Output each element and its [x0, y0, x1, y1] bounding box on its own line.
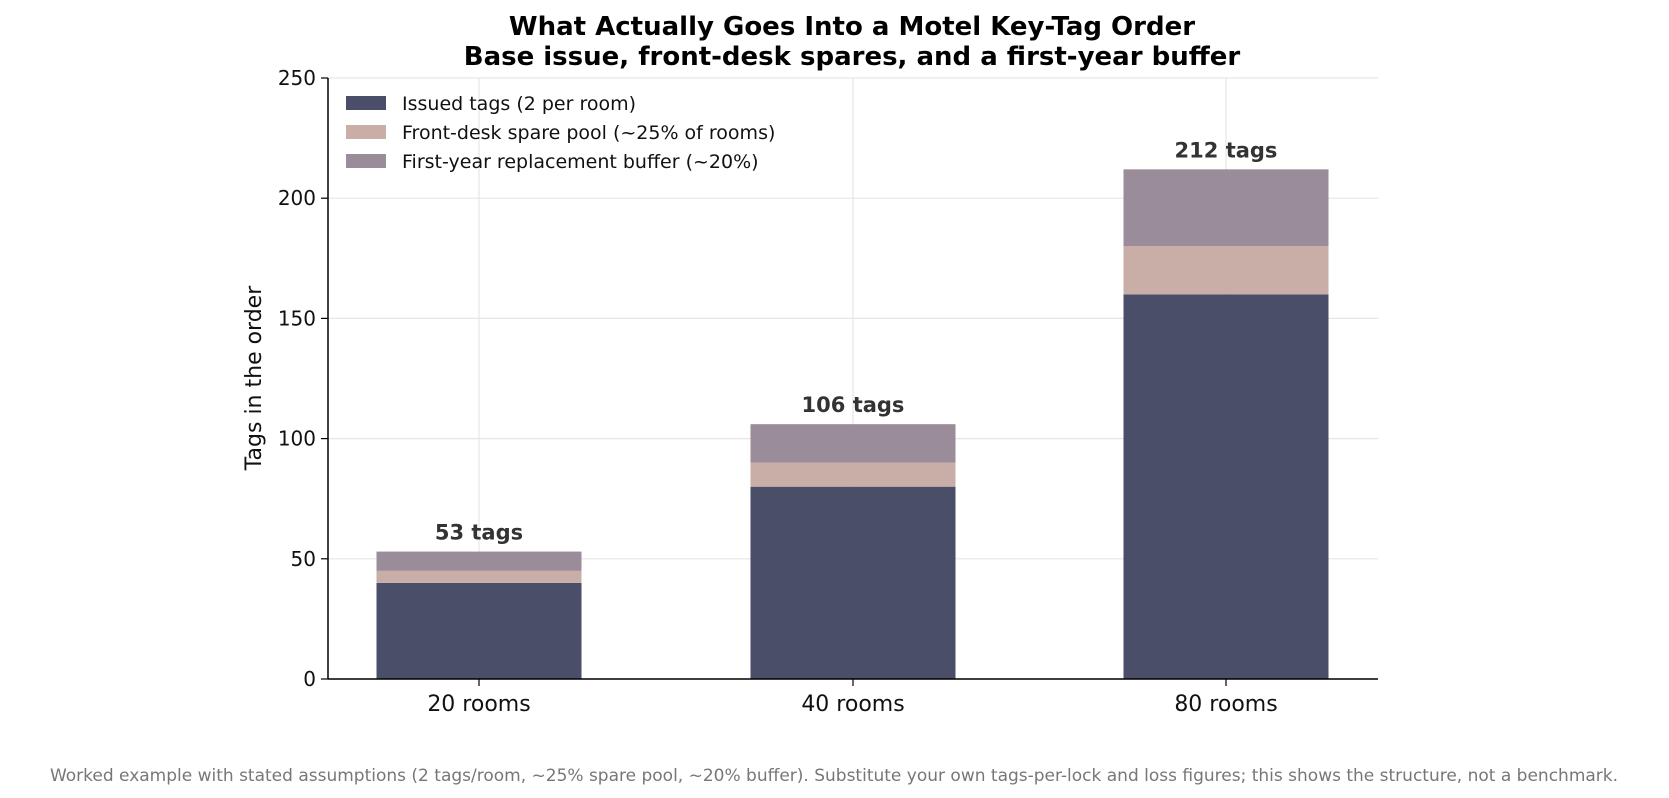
x-tick-label: 40 rooms	[801, 692, 904, 717]
bar-segment	[750, 462, 956, 487]
bar-total-label: 53 tags	[435, 521, 523, 545]
bar-segment	[376, 570, 582, 583]
bar-segment	[1123, 294, 1329, 679]
legend-swatch	[346, 154, 386, 168]
legend-label: Front-desk spare pool (~25% of rooms)	[402, 122, 775, 144]
y-tick-label: 200	[278, 186, 316, 210]
bar-segment	[750, 486, 956, 679]
y-axis-title: Tags in the order	[242, 285, 267, 471]
bar-total-label: 106 tags	[802, 393, 905, 417]
bar-segment	[750, 424, 956, 463]
total-labels: 53 tags 106 tags 212 tags	[435, 138, 1278, 544]
y-tick-label: 150	[278, 306, 316, 330]
legend-label: Issued tags (2 per room)	[402, 93, 636, 115]
x-tick-label: 20 rooms	[427, 692, 530, 717]
legend: Issued tags (2 per room) Front-desk spare…	[346, 93, 775, 173]
legend-label: First-year replacement buffer (~20%)	[402, 151, 759, 173]
bar-segment	[1123, 246, 1329, 295]
legend-swatch	[346, 125, 386, 139]
y-tick-label: 50	[291, 547, 316, 571]
axes: 0 50 100 150 200 250 20 rooms 40 rooms 80 rooms	[278, 66, 1378, 717]
bar-segment	[376, 582, 582, 679]
legend-swatch	[346, 96, 386, 110]
bars	[376, 169, 1329, 679]
chart-title: What Actually Goes Into a Motel Key-Tag …	[509, 12, 1195, 42]
footnote: Worked example with stated assumptions (…	[50, 766, 1618, 786]
chart-subtitle: Base issue, front-desk spares, and a fir…	[464, 42, 1241, 72]
y-tick-label: 0	[303, 667, 316, 691]
bar-segment	[1123, 169, 1329, 247]
y-tick-label: 100	[278, 427, 316, 451]
bar-total-label: 212 tags	[1175, 138, 1278, 162]
y-tick-label: 250	[278, 66, 316, 90]
bar-segment	[376, 551, 582, 571]
x-tick-label: 80 rooms	[1174, 692, 1277, 717]
